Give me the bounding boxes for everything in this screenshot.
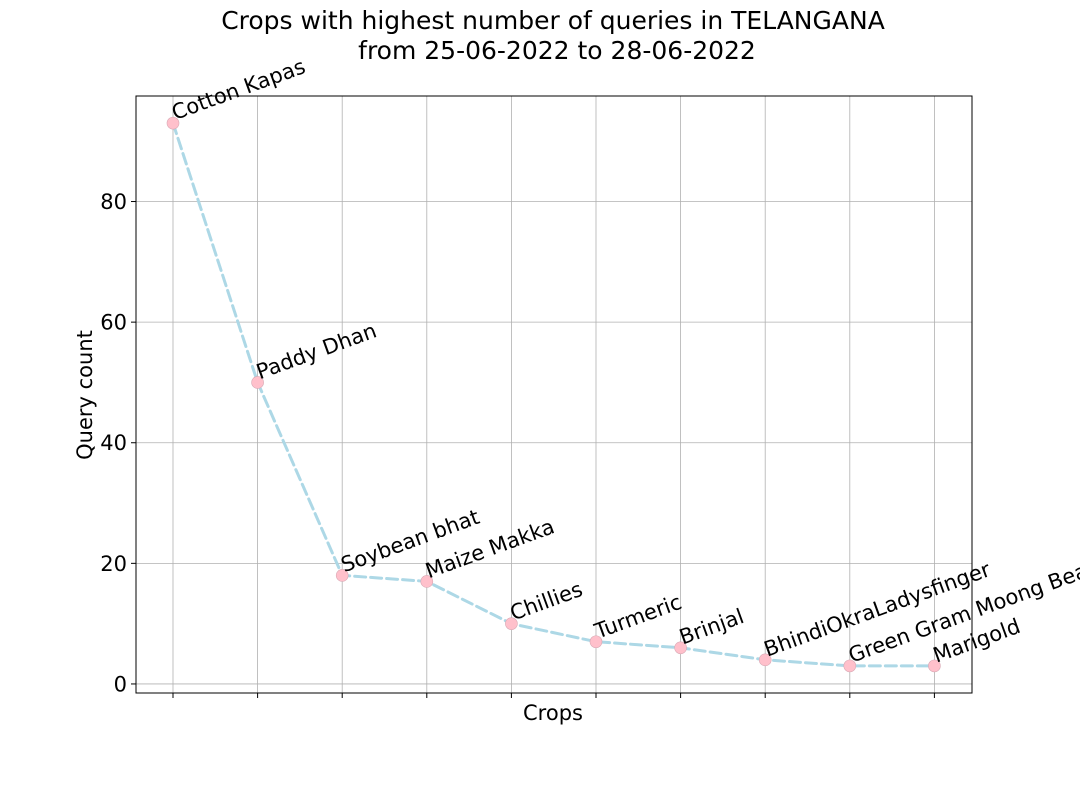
chart-title-line-2: from 25-06-2022 to 28-06-2022: [358, 36, 756, 65]
data-point: [674, 641, 687, 655]
data-point: [843, 659, 857, 673]
y-tick-label: 60: [100, 311, 127, 335]
data-point: [928, 659, 941, 673]
data-point: [335, 569, 349, 582]
data-point-label: Cotton Kapas: [169, 54, 309, 125]
y-tick-label: 0: [114, 672, 127, 696]
y-tick-label: 20: [100, 552, 127, 576]
data-point: [166, 116, 180, 130]
data-point-label: Chillies: [507, 577, 586, 625]
data-point-label: Paddy Dhan: [253, 318, 380, 384]
y-tick-label: 40: [100, 431, 127, 455]
data-point-label: Brinjal: [676, 604, 747, 649]
chart-title-line-1: Crops with highest number of queries in …: [221, 6, 885, 35]
data-point: [420, 575, 434, 588]
data-point: [758, 653, 772, 667]
y-tick-label: 80: [100, 190, 127, 214]
series: [166, 116, 941, 673]
plot-area: [135, 95, 973, 694]
axis-ticks: 0 20 40 60 80: [100, 190, 935, 698]
data-point: [251, 376, 264, 389]
grid: [136, 96, 972, 693]
data-point: [505, 617, 518, 630]
x-axis-label: Crops: [523, 701, 583, 725]
data-point-label: Turmeric: [591, 590, 685, 644]
data-point: [589, 635, 603, 649]
y-axis-label: Query count: [73, 330, 97, 460]
series-line: [171, 121, 936, 668]
